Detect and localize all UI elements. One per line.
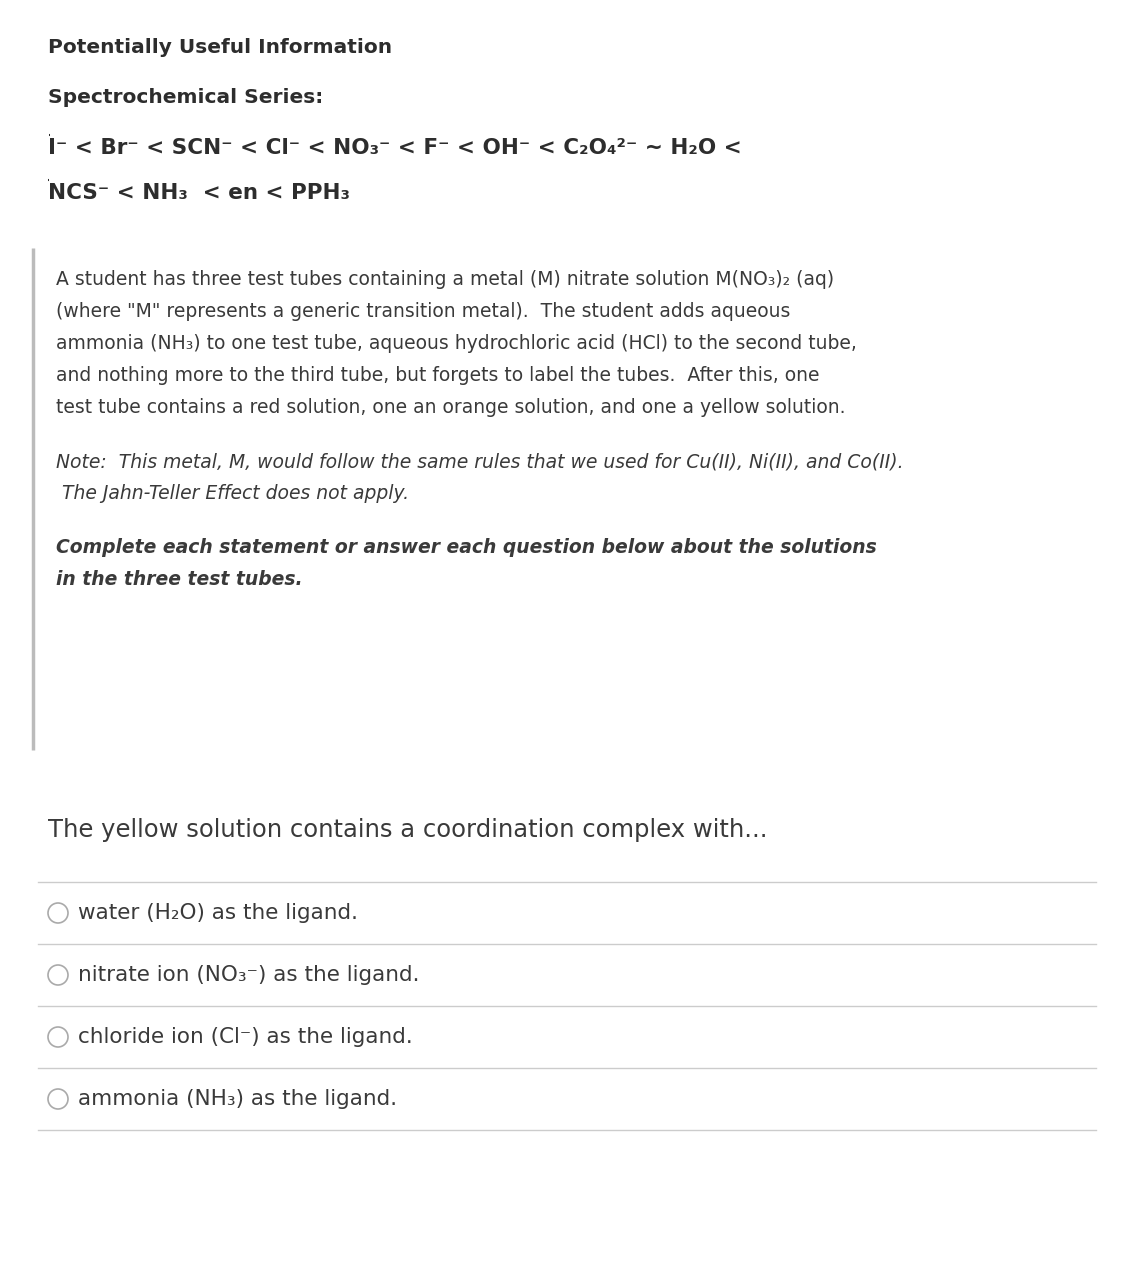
Text: in the three test tubes.: in the three test tubes. [56,570,303,590]
Text: Potentially Useful Information: Potentially Useful Information [48,38,392,57]
Text: Note:  This metal, M, would follow the same rules that we used for Cu(II), Ni(II: Note: This metal, M, would follow the sa… [56,452,904,471]
Text: The yellow solution contains a coordination complex with...: The yellow solution contains a coordinat… [48,818,768,842]
Text: I⁻ < Br⁻ < SCN⁻ < Cl⁻ < NO₃⁻ < F⁻ < OH⁻ < C₂O₄²⁻ ~ H₂O <: I⁻ < Br⁻ < SCN⁻ < Cl⁻ < NO₃⁻ < F⁻ < OH⁻ … [48,138,741,158]
Text: ammonia (NH₃) as the ligand.: ammonia (NH₃) as the ligand. [78,1088,397,1109]
Text: NCS⁻ < NH₃  < en < PPH₃: NCS⁻ < NH₃ < en < PPH₃ [48,182,350,203]
Text: ammonia (NH₃) to one test tube, aqueous hydrochloric acid (HCl) to the second tu: ammonia (NH₃) to one test tube, aqueous … [56,334,857,353]
Text: Spectrochemical Series:: Spectrochemical Series: [48,88,324,107]
Text: A student has three test tubes containing a metal (M) nitrate solution M(NO₃)₂ (: A student has three test tubes containin… [56,271,834,288]
Text: test tube contains a red solution, one an orange solution, and one a yellow solu: test tube contains a red solution, one a… [56,398,845,417]
Text: water (H₂O) as the ligand.: water (H₂O) as the ligand. [78,903,358,923]
Text: chloride ion (Cl⁻) as the ligand.: chloride ion (Cl⁻) as the ligand. [78,1027,413,1048]
Text: (where "M" represents a generic transition metal).  The student adds aqueous: (where "M" represents a generic transiti… [56,302,791,322]
Text: nitrate ion (NO₃⁻) as the ligand.: nitrate ion (NO₃⁻) as the ligand. [78,965,420,985]
Text: and nothing more to the third tube, but forgets to label the tubes.  After this,: and nothing more to the third tube, but … [56,366,819,385]
Text: Complete each statement or answer each question below about the solutions: Complete each statement or answer each q… [56,538,876,558]
Text: The Jahn-Teller Effect does not apply.: The Jahn-Teller Effect does not apply. [56,484,410,503]
